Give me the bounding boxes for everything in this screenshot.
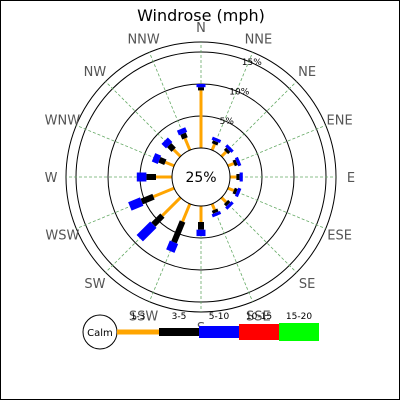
bar-w-5-10 xyxy=(136,172,147,182)
direction-label-ese: ESE xyxy=(327,228,352,243)
direction-label-wsw: WSW xyxy=(45,228,79,243)
legend-swatch-1-3 xyxy=(117,329,159,335)
direction-label-sse: SSE xyxy=(246,310,271,325)
bar-sw-1-3 xyxy=(161,196,182,217)
spoke-ese xyxy=(227,187,326,230)
bar-sse-5-10 xyxy=(211,210,222,218)
direction-label-e: E xyxy=(347,171,355,186)
bar-ese-5-10 xyxy=(234,187,242,198)
bar-n-5-10 xyxy=(196,84,206,88)
legend-calm-label: Calm xyxy=(87,328,113,339)
bar-nw-5-10 xyxy=(161,137,173,149)
spoke-ene xyxy=(227,124,326,167)
bar-e-3-5 xyxy=(236,174,240,180)
bar-s-3-5 xyxy=(198,222,204,230)
direction-label-n: N xyxy=(196,21,206,36)
direction-label-w: W xyxy=(45,171,58,186)
bar-ne-1-3 xyxy=(220,150,228,158)
ring-label-5: 5% xyxy=(220,117,235,127)
legend-label-5-10: 5-10 xyxy=(209,312,230,322)
bar-wsw-5-10 xyxy=(128,197,144,211)
bar-sw-5-10 xyxy=(136,221,157,242)
bar-nw-1-3 xyxy=(172,148,182,158)
direction-label-nw: NW xyxy=(84,65,107,80)
bar-wnw-3-5 xyxy=(158,157,167,165)
bar-ese-1-3 xyxy=(227,186,235,192)
bar-wnw-1-3 xyxy=(164,160,175,168)
bar-n-1-3 xyxy=(199,90,203,148)
ring-label-15: 15% xyxy=(242,58,262,68)
bar-ssw-3-5 xyxy=(171,220,186,244)
bar-nw-3-5 xyxy=(167,143,176,152)
bar-nnw-3-5 xyxy=(180,132,188,140)
bar-ene-5-10 xyxy=(234,156,242,167)
wind-bars xyxy=(128,84,243,253)
bar-ssw-1-3 xyxy=(181,203,192,223)
legend-label-1-3: 1-3 xyxy=(131,312,146,322)
bar-nnw-1-3 xyxy=(183,137,192,151)
bar-n-3-5 xyxy=(198,87,204,91)
legend-label-10-15: 10-15 xyxy=(246,312,272,322)
bar-nnw-5-10 xyxy=(176,127,188,136)
bar-wsw-1-3 xyxy=(152,186,175,199)
bar-s-1-3 xyxy=(199,206,203,222)
bar-w-1-3 xyxy=(156,175,172,179)
bar-nne-1-3 xyxy=(210,143,216,151)
direction-label-wnw: WNW xyxy=(45,114,81,129)
legend-swatch-3-5 xyxy=(159,328,199,336)
bar-ne-3-5 xyxy=(223,147,231,155)
calm-percentage: 25% xyxy=(185,170,216,186)
legend-swatch-10-15 xyxy=(239,324,279,340)
bar-wsw-3-5 xyxy=(140,193,155,205)
spoke-se xyxy=(221,197,297,273)
bar-e-1-3 xyxy=(230,175,237,179)
bar-nne-3-5 xyxy=(211,140,219,146)
bar-w-3-5 xyxy=(146,174,156,180)
bar-s-5-10 xyxy=(196,229,206,237)
chart-title: Windrose (mph) xyxy=(137,6,265,25)
legend-label-3-5: 3-5 xyxy=(172,312,187,322)
legend-label-15-20: 15-20 xyxy=(286,312,312,322)
bar-ese-3-5 xyxy=(232,187,238,195)
spoke-nne xyxy=(211,52,254,151)
direction-label-nne: NNE xyxy=(245,32,273,47)
calm-circle xyxy=(171,147,231,207)
direction-label-ene: ENE xyxy=(327,114,353,129)
direction-label-se: SE xyxy=(299,277,315,292)
legend: Calm 1-3 3-5 5-10 10-15 15-20 xyxy=(82,312,319,350)
bar-se-3-5 xyxy=(223,199,231,207)
bar-se-5-10 xyxy=(225,201,234,210)
bar-sse-1-3 xyxy=(210,203,216,211)
bar-ne-5-10 xyxy=(225,144,234,153)
bar-nne-5-10 xyxy=(211,136,222,144)
legend-swatch-15-20 xyxy=(279,323,319,341)
spoke-ne xyxy=(221,81,297,157)
bar-sse-3-5 xyxy=(211,208,219,214)
direction-label-ne: NE xyxy=(298,65,316,80)
direction-label-ssw: SSW xyxy=(129,310,159,325)
direction-labels: NNNENEENEEESESESSESSSWSWWSWWWNWNWNNW xyxy=(45,21,356,336)
bar-se-1-3 xyxy=(220,196,228,204)
spoke-sse xyxy=(211,203,254,302)
bar-e-5-10 xyxy=(239,172,243,182)
direction-label-nnw: NNW xyxy=(127,32,159,47)
bar-ene-3-5 xyxy=(232,159,238,167)
legend-swatch-5-10 xyxy=(199,326,239,338)
direction-label-sw: SW xyxy=(84,277,105,292)
bar-wnw-5-10 xyxy=(151,153,162,164)
ring-labels: 5% 10% 15% xyxy=(220,58,263,127)
bar-ssw-5-10 xyxy=(166,240,179,253)
ring-label-10: 10% xyxy=(229,87,249,97)
bar-ene-1-3 xyxy=(227,162,235,168)
bar-sw-3-5 xyxy=(151,213,165,227)
